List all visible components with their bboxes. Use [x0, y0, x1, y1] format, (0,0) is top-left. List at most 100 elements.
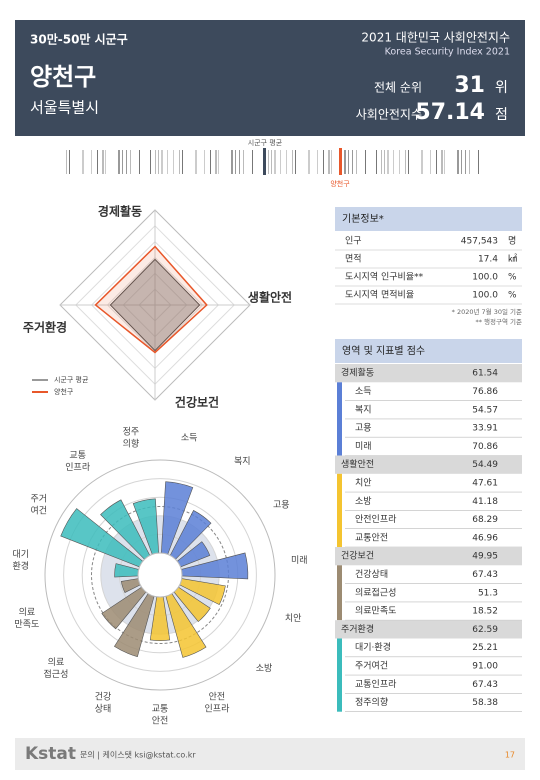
strip-line: [105, 150, 106, 174]
indicator-name: 소방: [355, 496, 372, 507]
strip-line: [461, 150, 462, 174]
polar-label: 만족도: [14, 619, 39, 630]
indicator-score: 91.00: [472, 661, 498, 671]
polar-ring: [63, 478, 257, 672]
domain-row: [335, 620, 522, 639]
strip-line: [408, 150, 409, 174]
polar-label: 상태: [95, 703, 112, 714]
footer-bar: [15, 738, 525, 770]
indicator-name: 고용: [355, 423, 372, 434]
info-unit: 명: [508, 236, 516, 247]
radar-axis-label: 경제활동: [98, 204, 142, 219]
strip-line: [252, 150, 253, 174]
domain-score: 49.95: [472, 552, 498, 562]
polar-hole: [137, 552, 183, 598]
polar-label: 의향: [123, 438, 140, 450]
info-label: 도시지역 면적비율: [345, 289, 414, 301]
score-panel: 기본정보* 인구 457,543 명면적 17.4 ㎢ 도시지역 인구비율** 100.0 % 도…: [335, 207, 522, 713]
strip-line: [365, 150, 366, 174]
polar-label: 소방: [256, 663, 273, 674]
region-name: 양천구: [30, 63, 96, 91]
domain-name: 경제활동: [341, 367, 374, 379]
strip-line: [430, 150, 431, 174]
strip-line: [155, 150, 156, 174]
polar-label: 치안: [285, 612, 302, 624]
polar-label: 교통: [152, 704, 169, 715]
polar-label: 소득: [181, 433, 198, 444]
strip-line: [280, 150, 281, 174]
radar-series: [109, 258, 201, 352]
indicator-score: 67.43: [472, 570, 498, 580]
rank: 31: [454, 73, 485, 98]
strip-line: [182, 150, 183, 174]
radar-axis-label: 주거환경: [23, 320, 67, 335]
strip-line: [173, 150, 174, 174]
polar-label: 안전: [209, 691, 226, 702]
strip-line: [457, 150, 459, 174]
indicator-score: 54.57: [472, 405, 498, 415]
page-number: 17: [505, 751, 515, 760]
indicator-score: 67.43: [472, 680, 498, 690]
strip-line: [478, 150, 479, 174]
region-label: 양천구: [330, 179, 350, 188]
domain-name: 건강보건: [341, 551, 374, 562]
strip-line: [286, 150, 287, 174]
region-line: [339, 148, 342, 175]
strip-line: [231, 150, 233, 174]
domain-color-bar: [337, 638, 342, 712]
strip-line: [399, 150, 400, 174]
province: 서울특별시: [30, 99, 99, 117]
domain-row: [335, 364, 522, 383]
domain-score: 54.49: [472, 460, 498, 470]
polar-label: 교통: [69, 450, 86, 461]
radar-series: [94, 245, 208, 354]
info-note: * 2020년 7월 30일 기준: [452, 307, 522, 316]
strip-line: [118, 150, 120, 174]
strip-line: [215, 150, 217, 174]
contact: 문의 | 케이스탯 ksi@kstat.co.kr: [80, 750, 196, 760]
info-label: 인구: [345, 236, 362, 247]
indicator-name: 건강상태: [355, 569, 388, 580]
indicator-name: 안전인프라: [355, 514, 397, 525]
indicator-score: 33.91: [472, 424, 498, 434]
distribution-strip: [66, 148, 479, 175]
header-box: [15, 20, 525, 136]
info-title: 기본정보*: [342, 213, 384, 225]
polar-chart: 소득복지고용미래치안소방안전인프라교통안전건강상태의료접근성의료만족도대기환경주…: [12, 427, 307, 727]
strip-line: [239, 150, 240, 174]
info-label: 면적: [345, 253, 362, 265]
indicator-name: 미래: [355, 441, 372, 452]
domain-row: [335, 455, 522, 474]
report-title: 2021 대한민국 사회안전지수: [361, 31, 510, 45]
strip-line: [295, 150, 296, 174]
indicator-name: 치안: [355, 476, 372, 488]
strip-line: [465, 150, 466, 174]
strip-line: [376, 150, 377, 174]
strip-line: [405, 150, 406, 174]
polar-label: 건강: [95, 691, 112, 702]
polar-label: 주거: [30, 494, 47, 505]
strip-line: [268, 150, 269, 174]
average-label: 시군구 평균: [248, 138, 283, 147]
strip-line: [139, 150, 140, 174]
indicator-name: 교통안전: [355, 532, 388, 543]
rank-label: 전체 순위: [374, 81, 422, 95]
strip-line: [161, 150, 163, 174]
strip-line: [97, 150, 98, 174]
info-unit: ㎢: [508, 254, 517, 265]
strip-line: [274, 150, 276, 174]
strip-line: [271, 150, 272, 174]
strip-line: [328, 150, 330, 174]
indicator-score: 58.38: [472, 698, 498, 708]
strip-line: [441, 150, 443, 174]
radar-axis-label: 건강보건: [175, 395, 219, 410]
polar-label: 대기: [12, 549, 29, 560]
average-line: [263, 148, 266, 175]
legend-label: 양천구: [54, 387, 74, 396]
strip-line: [344, 150, 346, 174]
strip-line: [308, 150, 310, 174]
indicator-name: 복지: [355, 404, 372, 415]
strip-line: [421, 150, 423, 174]
indicator-score: 25.21: [472, 643, 498, 653]
